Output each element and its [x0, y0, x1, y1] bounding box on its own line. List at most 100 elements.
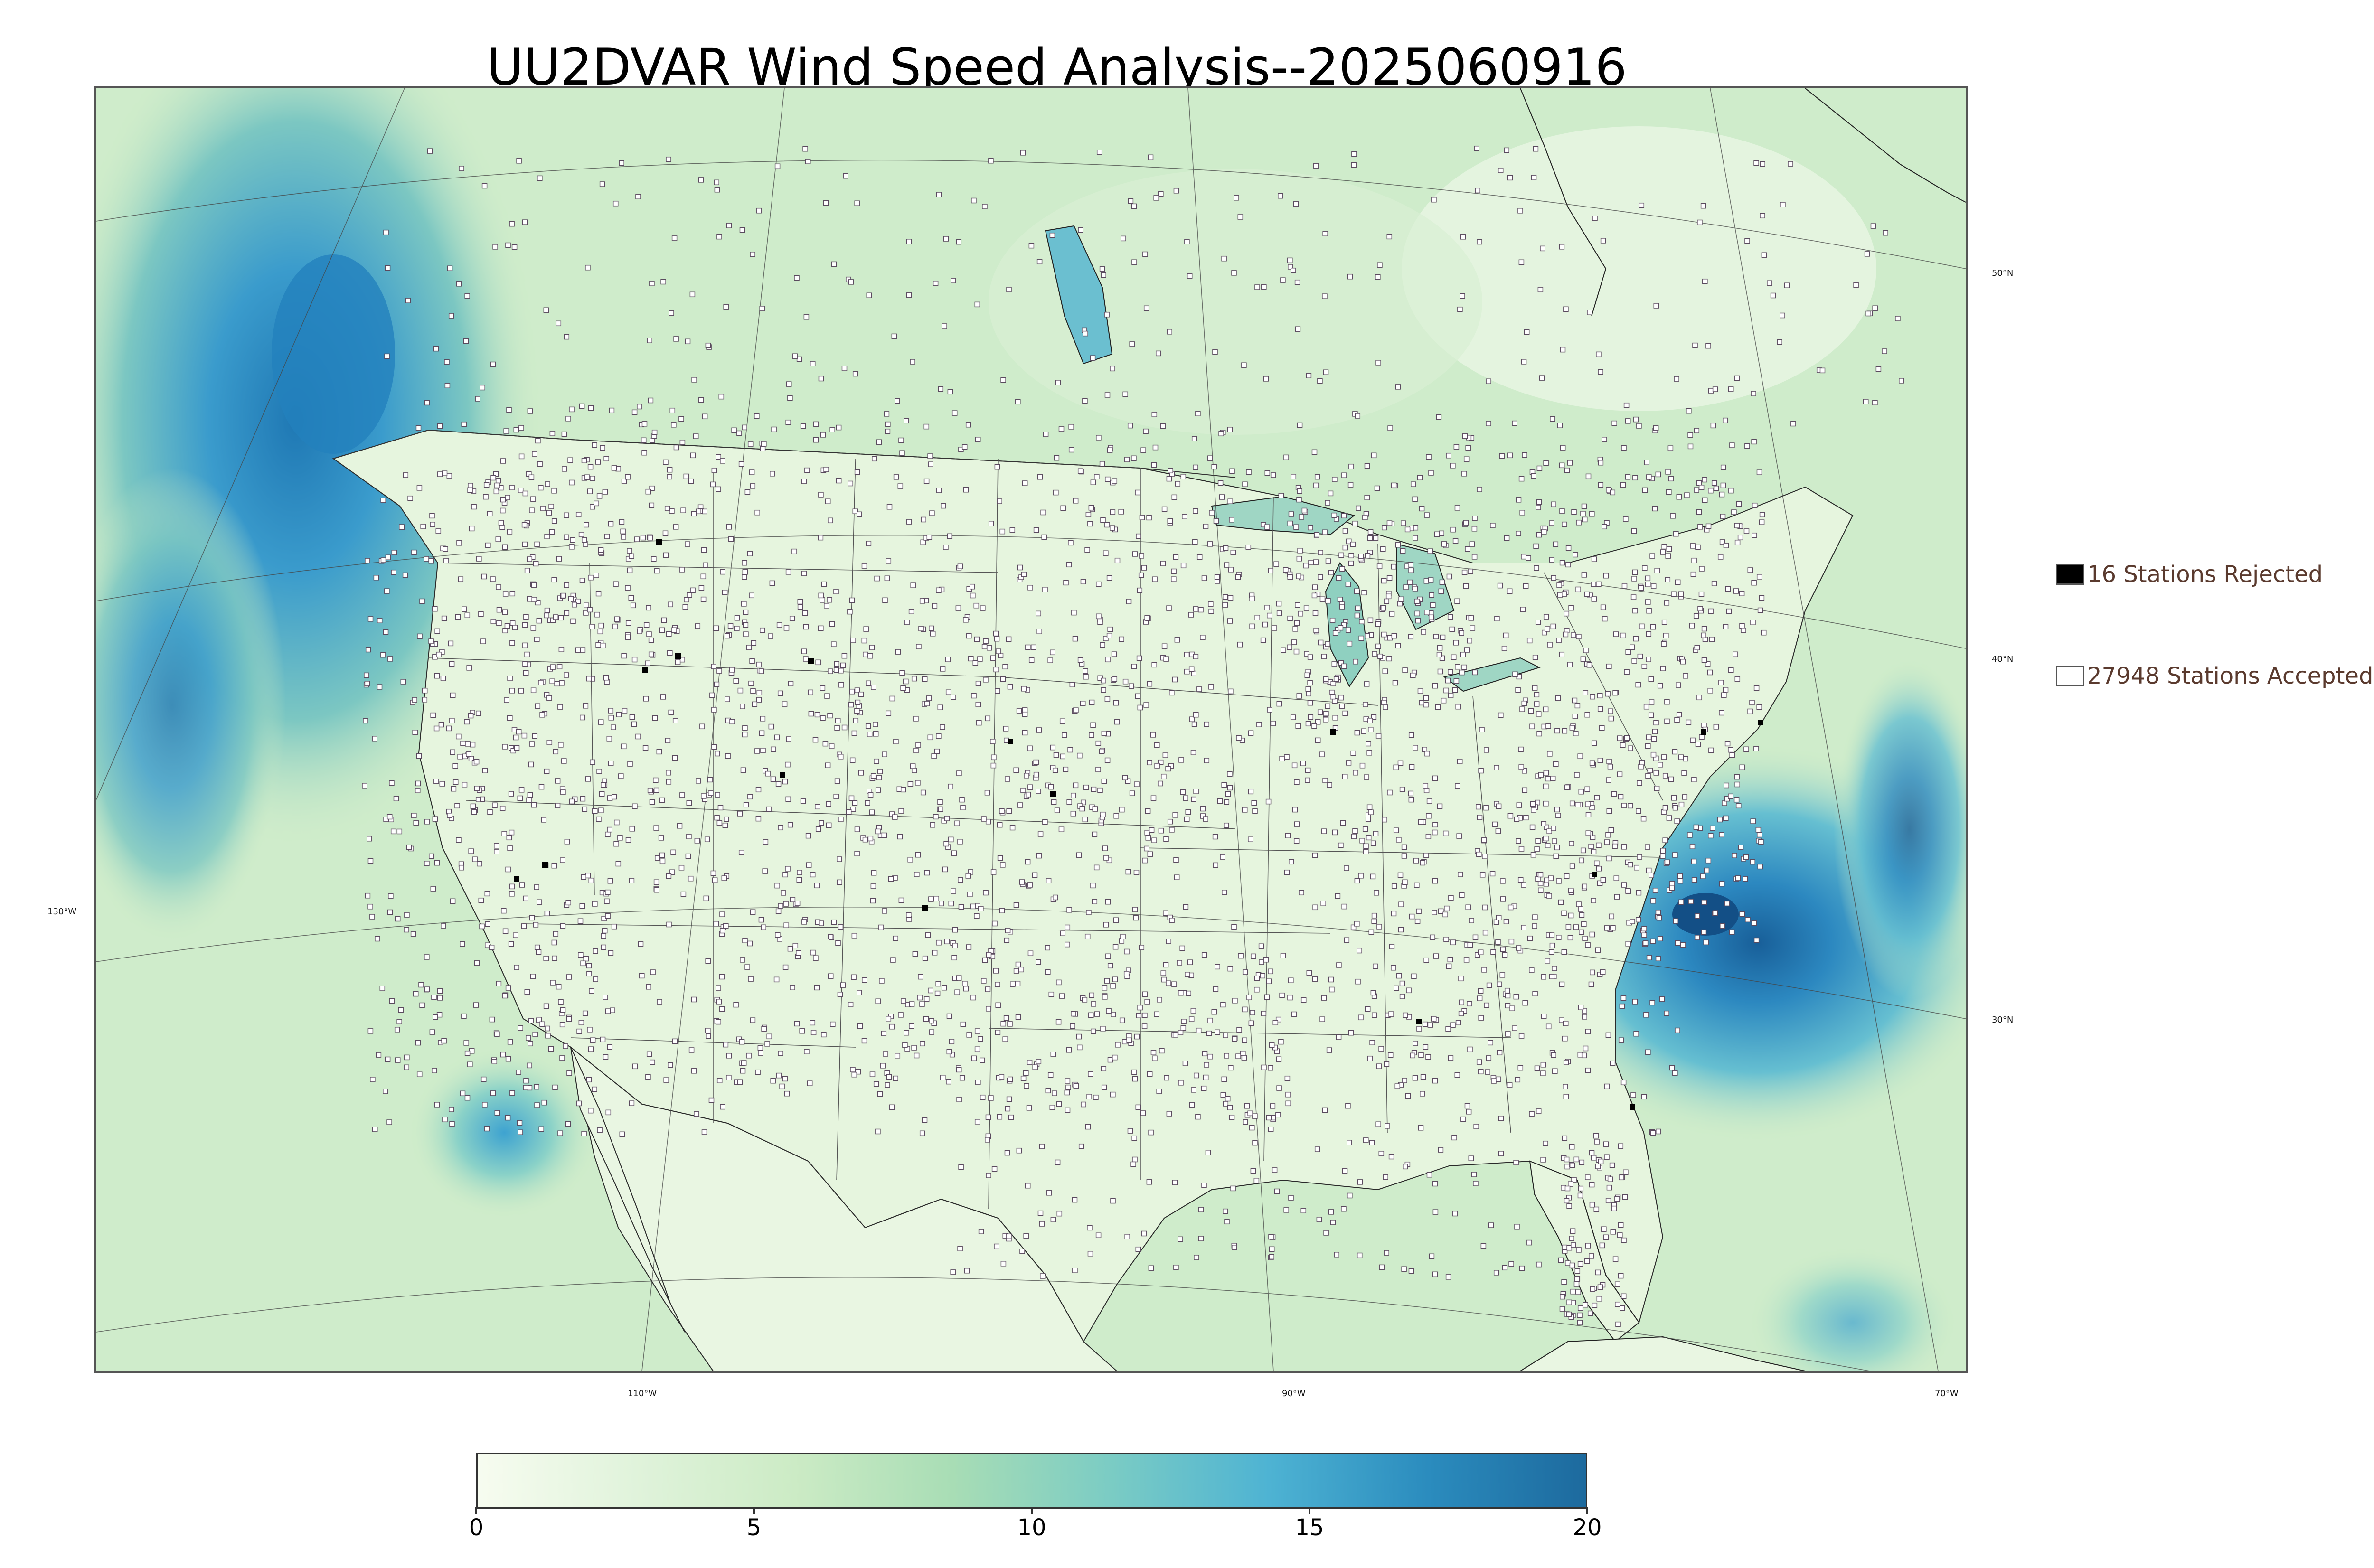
accepted-station-marker — [607, 1044, 613, 1050]
accepted-station-marker — [509, 221, 515, 227]
accepted-station-marker — [1738, 845, 1744, 850]
accepted-station-marker — [750, 252, 755, 257]
accepted-station-marker — [762, 868, 768, 874]
accepted-station-marker — [996, 648, 1001, 654]
accepted-station-marker — [1618, 1273, 1624, 1279]
accepted-station-marker — [1414, 882, 1420, 888]
accepted-station-marker — [1408, 634, 1414, 640]
accepted-station-marker — [951, 278, 956, 283]
accepted-station-marker — [1036, 1059, 1042, 1064]
accepted-station-marker — [858, 770, 864, 776]
accepted-station-marker — [1459, 630, 1464, 636]
accepted-station-marker — [1396, 973, 1402, 979]
accepted-station-marker — [997, 855, 1003, 861]
accepted-station-marker — [792, 943, 799, 948]
accepted-station-marker — [541, 1099, 547, 1106]
accepted-station-marker — [928, 987, 933, 994]
accepted-station-marker — [1502, 952, 1508, 958]
accepted-station-marker — [1323, 369, 1329, 375]
accepted-station-marker — [1178, 1236, 1183, 1242]
accepted-station-marker — [447, 265, 453, 271]
accepted-station-marker — [387, 909, 393, 915]
accepted-station-marker — [1587, 310, 1592, 315]
accepted-station-marker — [386, 814, 393, 820]
accepted-station-marker — [1613, 631, 1619, 637]
accepted-station-marker — [1688, 899, 1694, 904]
accepted-station-marker — [1288, 1195, 1294, 1201]
accepted-station-marker — [500, 1052, 506, 1058]
accepted-station-marker — [1722, 800, 1727, 806]
accepted-station-marker — [600, 642, 606, 648]
accepted-station-marker — [1181, 1019, 1187, 1024]
accepted-station-marker — [659, 852, 665, 858]
accepted-station-marker — [1039, 1144, 1045, 1149]
accepted-station-marker — [1551, 501, 1556, 507]
accepted-station-marker — [1323, 711, 1329, 716]
accepted-station-marker — [951, 694, 956, 700]
state-boundaries — [428, 458, 1663, 1209]
accepted-station-marker — [618, 773, 624, 779]
accepted-station-marker — [1166, 939, 1171, 944]
accepted-station-marker — [1435, 704, 1441, 710]
accepted-station-marker — [1587, 1310, 1593, 1316]
accepted-station-marker — [552, 1084, 558, 1090]
accepted-station-marker — [518, 453, 525, 460]
accepted-station-marker — [428, 638, 434, 644]
accepted-station-marker — [1049, 232, 1055, 238]
accepted-station-marker — [967, 892, 973, 897]
accepted-station-marker — [1283, 454, 1289, 460]
accepted-station-marker — [1204, 758, 1210, 763]
accepted-station-marker — [463, 338, 469, 344]
accepted-station-marker — [1437, 645, 1443, 651]
accepted-station-marker — [556, 556, 562, 562]
accepted-station-marker — [1247, 1110, 1253, 1117]
accepted-station-marker — [1268, 1234, 1274, 1240]
accepted-station-marker — [954, 820, 960, 826]
accepted-station-marker — [1015, 1014, 1021, 1020]
accepted-station-marker — [622, 708, 628, 714]
accepted-station-marker — [1735, 875, 1741, 881]
accepted-station-marker — [1433, 634, 1439, 639]
accepted-station-marker — [949, 1039, 955, 1044]
accepted-station-marker — [404, 912, 410, 918]
accepted-station-marker — [1701, 632, 1706, 638]
accepted-station-marker — [1032, 1064, 1038, 1070]
accepted-station-marker — [605, 1109, 612, 1116]
accepted-station-marker — [898, 897, 904, 903]
accepted-station-marker — [1049, 1105, 1055, 1110]
accepted-station-marker — [869, 645, 875, 650]
accepted-station-marker — [1283, 567, 1289, 573]
accepted-station-marker — [881, 832, 887, 838]
accepted-station-marker — [456, 540, 462, 546]
accepted-station-marker — [1207, 1053, 1213, 1060]
accepted-station-marker — [578, 952, 584, 958]
accepted-station-marker — [1562, 1135, 1568, 1141]
accepted-station-marker — [1711, 480, 1717, 486]
accepted-station-marker — [1366, 750, 1372, 756]
accepted-station-marker — [1753, 746, 1759, 751]
accepted-station-marker — [893, 1075, 898, 1081]
accepted-station-marker — [1323, 717, 1328, 723]
accepted-station-marker — [1330, 694, 1336, 700]
accepted-station-marker — [944, 939, 950, 945]
accepted-station-marker — [474, 786, 480, 791]
accepted-station-marker — [424, 954, 430, 960]
accepted-station-marker — [1625, 474, 1631, 480]
accepted-station-marker — [1683, 673, 1688, 679]
accepted-station-marker — [1443, 937, 1449, 942]
accepted-station-marker — [1144, 830, 1150, 836]
accepted-station-marker — [951, 850, 957, 856]
lon-label-70w: 70°W — [1935, 1389, 1959, 1399]
accepted-station-marker — [799, 1028, 805, 1034]
accepted-station-marker — [1621, 882, 1627, 888]
accepted-station-marker — [794, 1021, 800, 1027]
accepted-station-marker — [1657, 936, 1663, 941]
rejected-station-marker — [1630, 1104, 1635, 1110]
accepted-station-marker — [1577, 1305, 1583, 1311]
accepted-station-marker — [1015, 981, 1021, 986]
accepted-station-marker — [673, 336, 679, 342]
accepted-station-marker — [1895, 316, 1901, 321]
accepted-station-marker — [1620, 742, 1626, 748]
accepted-station-marker — [1386, 575, 1393, 581]
accepted-station-marker — [1166, 476, 1172, 482]
